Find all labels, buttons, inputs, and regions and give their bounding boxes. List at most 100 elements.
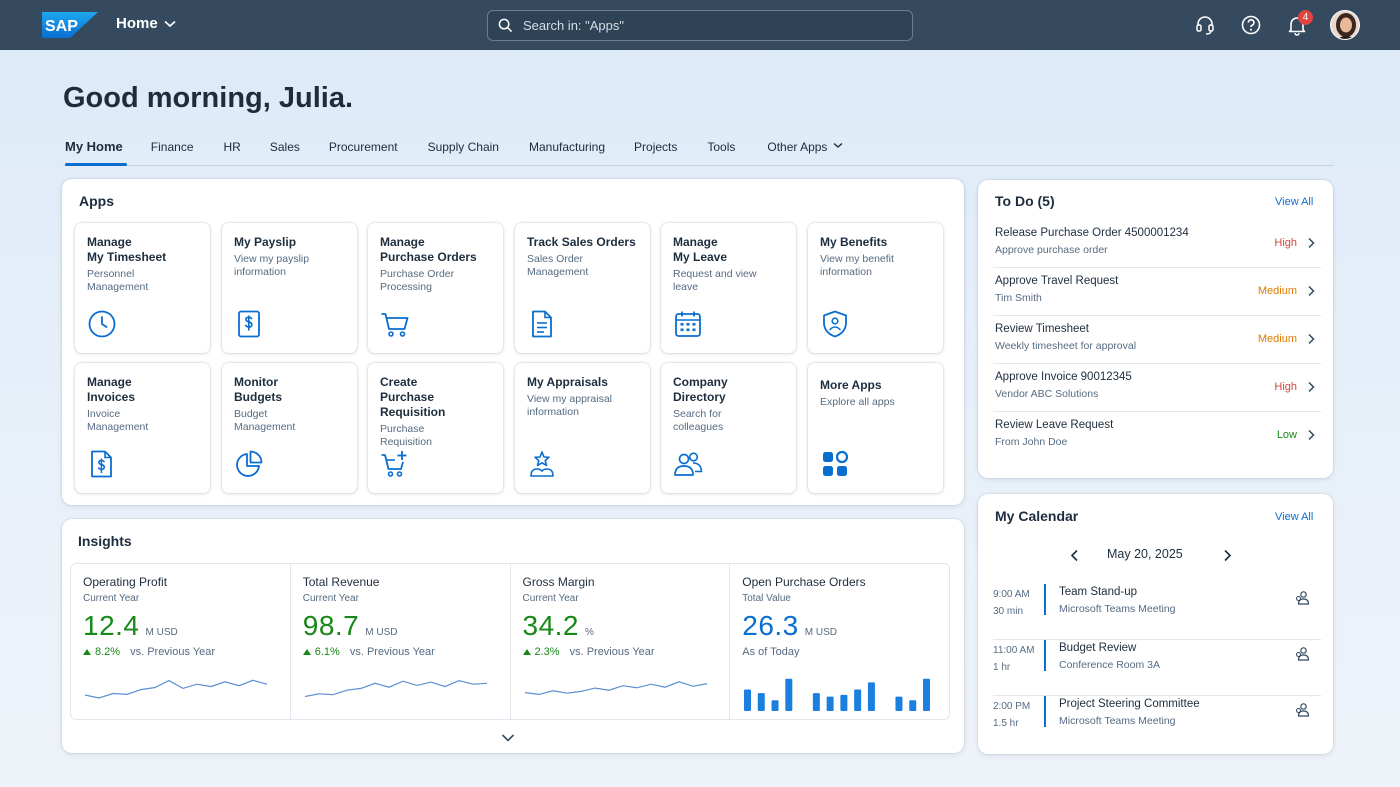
tab-hr[interactable]: HR (224, 136, 241, 165)
todo-item-title: Approve Travel Request (995, 275, 1119, 287)
tab-projects[interactable]: Projects (634, 136, 677, 165)
shield-icon (823, 310, 847, 338)
arrow-up-icon (302, 649, 311, 655)
kpi-gross-margin[interactable]: Gross Margin Current Year 34.2% 2.3% vs. … (511, 564, 731, 719)
calendar-icon (675, 311, 701, 337)
calendar-event[interactable]: 11:00 AM 1 hr Budget Review Conference Ro… (993, 640, 1321, 696)
chevron-right-icon (1308, 429, 1315, 441)
app-tile-manage-purchase-orders[interactable]: Manage Purchase Orders Purchase Order Pr… (368, 223, 503, 353)
bar (826, 696, 834, 711)
app-tile-track-sales-orders[interactable]: Track Sales Orders Sales Order Managemen… (515, 223, 650, 353)
priority-label: Low (1276, 429, 1297, 441)
kpi-compare: vs. Previous Year (349, 646, 435, 658)
kpi-unit: M USD (365, 627, 398, 638)
sparkline (524, 681, 707, 696)
sap-logo[interactable]: SAP (42, 12, 98, 38)
app-tile-create-purchase-requisition[interactable]: Create Purchase Requisition Purchase Req… (368, 363, 503, 493)
next-day-icon[interactable] (1223, 549, 1232, 562)
event-marker (1044, 584, 1046, 615)
chevron-down-icon (833, 142, 843, 148)
chevron-right-icon (1308, 237, 1315, 249)
tile-subtitle: Purchase Order Processing (380, 268, 455, 293)
app-tile-company-directory[interactable]: Company Directory Search for colleagues (661, 363, 796, 493)
app-tile-my-appraisals[interactable]: My Appraisals View my appraisal informat… (515, 363, 650, 493)
todo-item[interactable]: Approve Travel Request Tim Smith Medium (993, 268, 1321, 316)
todo-item-subtitle: Weekly timesheet for approval (995, 340, 1137, 352)
kpi-compare: vs. Previous Year (130, 646, 216, 658)
tab-sales[interactable]: Sales (270, 136, 300, 165)
todo-item[interactable]: Approve Invoice 90012345 Vendor ABC Solu… (993, 364, 1321, 412)
tab-label: Projects (634, 140, 678, 154)
avatar[interactable] (1330, 10, 1360, 40)
headset-icon[interactable] (1194, 14, 1216, 36)
insights-card (62, 519, 964, 753)
app-tile-manage-timesheet[interactable]: Manage My Timesheet Personnel Management (75, 223, 210, 353)
event-location: Microsoft Teams Meeting (1059, 715, 1176, 727)
app-tile-my-payslip[interactable]: My Payslip View my payslip information (222, 223, 357, 353)
kpi-subtitle: Current Year (83, 593, 140, 604)
expand-chevron-icon[interactable] (501, 733, 515, 743)
previous-day-icon[interactable] (1070, 549, 1079, 562)
chevron-right-icon (1308, 285, 1315, 297)
app-tile-my-benefits[interactable]: My Benefits View my benefit information (808, 223, 943, 353)
kpi-value: 26.3 (742, 610, 799, 641)
event-duration: 30 min (993, 606, 1024, 617)
tab-supply-chain[interactable]: Supply Chain (428, 136, 499, 165)
tile-title: Manage My Leave (673, 235, 728, 264)
tab-my-home[interactable]: My Home (65, 136, 127, 166)
tile-title: My Appraisals (527, 375, 608, 389)
todo-view-all-link[interactable]: View All (1275, 196, 1314, 208)
kpi-title: Open Purchase Orders (742, 575, 866, 589)
event-location: Microsoft Teams Meeting (1059, 603, 1176, 615)
search-field[interactable]: Search in: "Apps" (487, 10, 913, 41)
page-title: Good morning, Julia. (63, 82, 353, 114)
tab-finance[interactable]: Finance (151, 136, 194, 165)
bar (744, 689, 752, 711)
help-icon[interactable] (1240, 14, 1262, 36)
tab-other-apps[interactable]: Other Apps (767, 136, 843, 165)
tile-title: More Apps (820, 378, 882, 392)
calendar-card (978, 494, 1333, 754)
calendar-view-all-link[interactable]: View All (1275, 511, 1314, 523)
kpi-open-purchase-orders[interactable]: Open Purchase Orders Total Value 26.3 M U… (730, 564, 949, 719)
cart-add-icon (381, 451, 407, 477)
calendar-event[interactable]: 2:00 PM 1.5 hr Project Steering Committee… (993, 696, 1321, 752)
tab-procurement[interactable]: Procurement (329, 136, 398, 165)
participants-icon[interactable] (1295, 590, 1311, 606)
event-start: 2:00 PM (993, 701, 1031, 712)
home-menu-button[interactable]: Home (116, 15, 176, 32)
kpi-operating-profit[interactable]: Operating Profit Current Year 12.4 M USD … (71, 564, 291, 719)
app-tile-monitor-budgets[interactable]: Monitor Budgets Budget Management (222, 363, 357, 493)
tile-title: My Payslip (234, 235, 297, 249)
apps-title: Apps (79, 193, 114, 209)
participants-icon[interactable] (1295, 702, 1311, 718)
app-tile-more-apps[interactable]: More Apps Explore all apps (808, 363, 943, 493)
kpi-value: 12.4 (83, 610, 140, 641)
bar (909, 700, 917, 711)
tile-subtitle: Purchase Requisition (380, 423, 432, 448)
tile-title: My Benefits (820, 235, 888, 249)
kpi-total-revenue[interactable]: Total Revenue Current Year 98.7 M USD 6.1… (291, 564, 511, 719)
home-menu-label: Home (116, 15, 158, 32)
calendar-title: My Calendar (995, 508, 1079, 524)
priority-label: High (1274, 237, 1297, 249)
app-tile-manage-my-leave[interactable]: Manage My Leave Request and view leave (661, 223, 796, 353)
bar (771, 700, 779, 711)
todo-item[interactable]: Release Purchase Order 4500001234 Approv… (993, 220, 1321, 268)
cart-icon (381, 313, 409, 337)
tile-subtitle: Personnel Management (87, 268, 149, 293)
tile-subtitle: Sales Order Management (527, 253, 589, 278)
search-icon (498, 18, 513, 33)
tab-tools[interactable]: Tools (707, 136, 735, 165)
participants-icon[interactable] (1295, 646, 1311, 662)
kpi-compare: As of Today (742, 646, 800, 658)
bar (813, 693, 821, 711)
tab-manufacturing[interactable]: Manufacturing (529, 136, 605, 165)
todo-item[interactable]: Review Timesheet Weekly timesheet for ap… (993, 316, 1321, 364)
kpi-delta: 8.2% (95, 646, 121, 658)
app-tile-manage-invoices[interactable]: Manage Invoices Invoice Management (75, 363, 210, 493)
calendar-event[interactable]: 9:00 AM 30 min Team Stand-up Microsoft Te… (993, 584, 1321, 640)
event-location: Conference Room 3A (1059, 659, 1160, 671)
todo-item[interactable]: Review Leave Request From John Doe Low (993, 412, 1321, 460)
kpi-delta: 6.1% (314, 646, 340, 658)
